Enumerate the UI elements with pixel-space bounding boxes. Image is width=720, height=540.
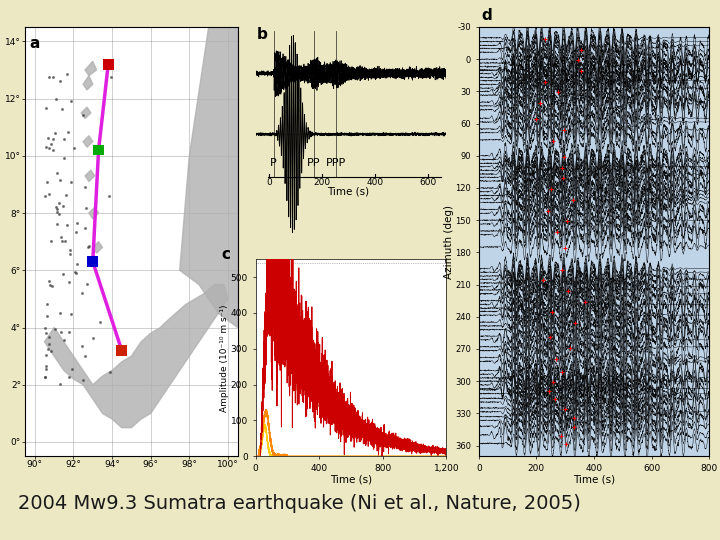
Polygon shape (45, 285, 228, 428)
Point (116, 346, 127, 355)
X-axis label: Time (s): Time (s) (573, 474, 615, 484)
Polygon shape (83, 76, 93, 90)
X-axis label: Time (s): Time (s) (330, 474, 372, 484)
Text: 0: 0 (266, 178, 271, 187)
Text: c: c (221, 247, 230, 262)
Text: a: a (30, 36, 40, 51)
Text: Time (s): Time (s) (328, 187, 369, 197)
Point (102, 60, 114, 69)
Text: b: b (257, 27, 268, 42)
Text: 400: 400 (366, 178, 384, 187)
Polygon shape (93, 241, 102, 253)
Y-axis label: Amplitude (10⁻¹⁰ m s⁻¹): Amplitude (10⁻¹⁰ m s⁻¹) (220, 304, 230, 411)
Point (87, 258, 99, 266)
Y-axis label: Azimuth (deg): Azimuth (deg) (444, 205, 454, 279)
Text: P: P (270, 159, 277, 168)
Point (93, 146, 104, 154)
Text: 200: 200 (313, 178, 330, 187)
Polygon shape (83, 136, 93, 147)
Text: d: d (481, 8, 492, 23)
Text: PPP: PPP (325, 159, 346, 168)
Text: 2004 Mw9.3 Sumatra earthquake (Ni et al., Nature, 2005): 2004 Mw9.3 Sumatra earthquake (Ni et al.… (18, 494, 581, 513)
Text: 600: 600 (419, 178, 436, 187)
Text: PP: PP (307, 159, 320, 168)
Polygon shape (89, 207, 99, 219)
Polygon shape (81, 107, 91, 119)
Polygon shape (85, 62, 96, 76)
Polygon shape (85, 170, 95, 181)
Polygon shape (180, 27, 238, 327)
